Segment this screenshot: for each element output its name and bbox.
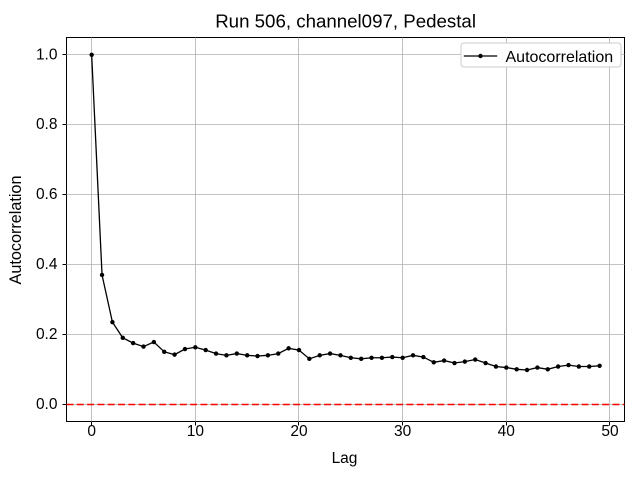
svg-text:1.0: 1.0 (36, 46, 58, 63)
svg-text:0.0: 0.0 (36, 396, 58, 413)
svg-text:Run 506, channel097, Pedestal: Run 506, channel097, Pedestal (215, 11, 476, 32)
svg-text:20: 20 (290, 423, 308, 440)
svg-text:0.4: 0.4 (36, 256, 58, 273)
svg-text:0.6: 0.6 (36, 186, 58, 203)
svg-text:Lag: Lag (332, 450, 358, 467)
svg-text:10: 10 (187, 423, 205, 440)
svg-text:30: 30 (394, 423, 412, 440)
svg-text:Autocorrelation: Autocorrelation (7, 176, 25, 285)
svg-text:Autocorrelation: Autocorrelation (506, 49, 614, 66)
svg-text:40: 40 (498, 423, 516, 440)
svg-text:50: 50 (601, 423, 619, 440)
svg-text:0.8: 0.8 (36, 116, 58, 133)
svg-text:0.2: 0.2 (36, 326, 58, 343)
svg-text:0: 0 (87, 423, 96, 440)
